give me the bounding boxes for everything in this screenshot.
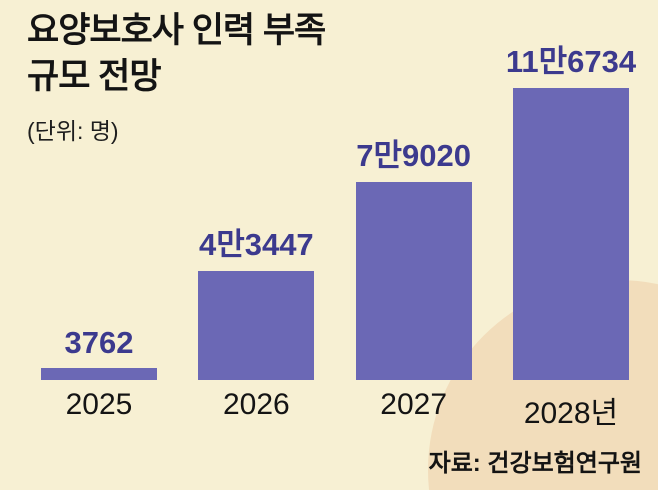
x-tick-2026: 2026 [222, 388, 290, 421]
chart-title: 요양보호사 인력 부족 규모 전망 [27, 8, 326, 100]
bar-group-2026: 4만3447 [182, 219, 330, 380]
bar-group-2028: 11만6734 [497, 36, 645, 380]
bar-2026 [198, 271, 315, 380]
chart-title-line1: 요양보호사 인력 부족 [27, 11, 326, 50]
value-label-2027: 7만9020 [356, 138, 472, 173]
bar-2025 [41, 368, 157, 380]
bar-2028 [512, 88, 629, 380]
bar-chart: 3762 4만3447 7만9020 11만6734 2025 2026 202… [25, 36, 645, 490]
value-label-2025: 3762 [64, 325, 134, 360]
unit-label: (단위: 명) [27, 118, 119, 144]
bar-2027 [355, 182, 472, 380]
x-tick-2027: 2027 [380, 388, 448, 421]
plot-area: 3762 4만3447 7만9020 11만6734 [25, 36, 645, 380]
x-tick-2028: 2028년 [523, 397, 619, 430]
bar-group-2027: 7만9020 [340, 130, 488, 380]
x-axis: 2025 2026 2027 2028년 [25, 388, 645, 432]
value-label-2028: 11만6734 [505, 44, 637, 79]
bar-group-2025: 3762 [25, 325, 173, 380]
value-label-2026: 4만3447 [198, 227, 314, 262]
source-credit: 자료: 건강보험연구원 [428, 450, 642, 477]
chart-title-line2: 규모 전망 [27, 57, 162, 97]
x-tick-2025: 2025 [65, 388, 133, 421]
